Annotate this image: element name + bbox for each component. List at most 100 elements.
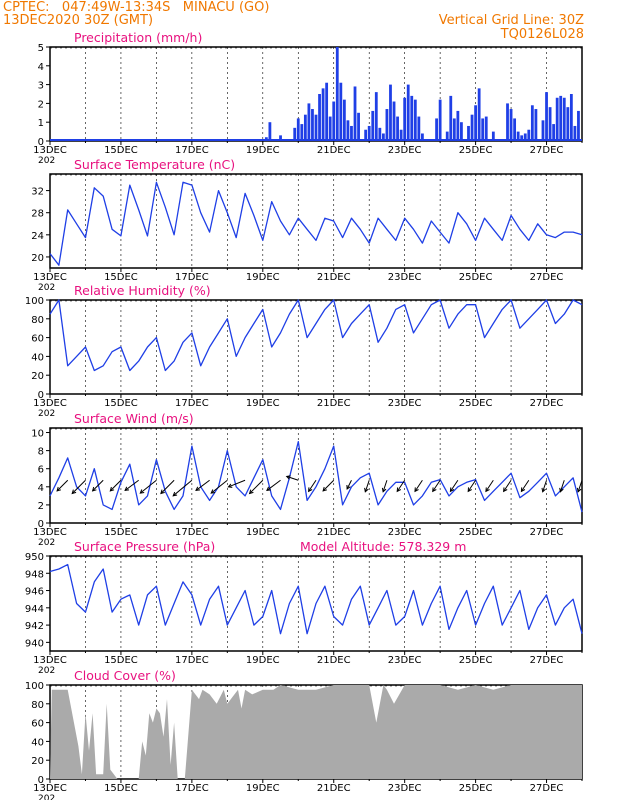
x-tick-label: 27DEC	[530, 655, 564, 666]
precip-bar	[481, 118, 485, 141]
precip-bar	[300, 124, 304, 141]
precip-bar	[438, 99, 442, 141]
y-tick-label: 24	[31, 231, 44, 242]
precip-bar	[339, 82, 343, 141]
precip-bar	[357, 112, 360, 141]
precip-bar	[296, 118, 300, 141]
x-tick-label: 13DEC	[33, 272, 67, 283]
precip-bar	[456, 110, 460, 141]
x-tick-label: 19DEC	[246, 655, 280, 666]
wind-arrow-head	[266, 486, 271, 492]
panel-frame	[49, 427, 583, 524]
panel-title: Relative Humidity (%)	[74, 283, 211, 298]
precip-bar	[470, 114, 474, 141]
wind-arrow-head	[485, 487, 490, 493]
x-tick-label: 19DEC	[246, 145, 280, 156]
precip-bar	[460, 122, 463, 141]
precip-bar	[268, 122, 272, 141]
panel-frame	[49, 173, 583, 269]
wind-arrow	[56, 479, 69, 492]
x-tick-label: 27DEC	[530, 145, 564, 156]
y-tick-label: 940	[25, 638, 44, 649]
x-tick-label: 13DEC	[33, 783, 67, 794]
panel-precip	[46, 46, 583, 145]
wind-arrow	[322, 479, 335, 492]
wind-arrow-head	[109, 486, 115, 492]
x-tick-label: 21DEC	[317, 527, 351, 538]
wind-arrow	[249, 479, 264, 494]
wind-arrow-head	[396, 487, 402, 493]
wind-arrow-head	[248, 489, 254, 495]
x-tick-label: 27DEC	[530, 783, 564, 794]
precip-bar	[318, 94, 321, 141]
wind-arrow-head	[322, 486, 328, 492]
x-tick-label: 23DEC	[388, 527, 422, 538]
wind-arrow-head	[172, 491, 178, 497]
x-year-label: 202	[38, 283, 55, 293]
wind-arrow-head	[467, 487, 472, 493]
precip-bar	[314, 114, 318, 141]
precip-bar	[293, 127, 297, 141]
x-tick-label: 25DEC	[459, 527, 493, 538]
x-tick-label: 21DEC	[317, 145, 351, 156]
wind-arrow-head	[414, 487, 419, 493]
wind-arrow-head	[381, 487, 387, 493]
y-tick-label: 4	[38, 483, 44, 494]
precip-bar	[569, 94, 573, 141]
y-tick-label: 28	[31, 209, 44, 220]
wind-arrow	[382, 480, 388, 493]
precip-bar	[491, 131, 495, 141]
wind-arrow	[308, 479, 317, 492]
y-tick-label: 10	[31, 429, 44, 440]
precip-bar	[321, 88, 325, 141]
wind-arrow	[503, 479, 512, 492]
wind-arrow-head	[520, 487, 526, 493]
precip-bar	[332, 101, 336, 141]
x-tick-label: 19DEC	[246, 527, 280, 538]
panel-title: Surface Temperature (nC)	[74, 157, 235, 172]
wind-arrow-head	[449, 487, 455, 493]
y-tick-label: 942	[25, 621, 44, 632]
precip-bar	[449, 95, 453, 141]
wind-arrow	[210, 479, 228, 494]
wind-arrow	[520, 479, 530, 492]
x-tick-label: 15DEC	[104, 272, 138, 283]
precip-bar	[552, 124, 556, 141]
x-tick-label: 15DEC	[104, 398, 138, 409]
precip-bar	[396, 116, 399, 141]
wind-arrow-head	[432, 487, 437, 493]
wind-arrow	[542, 480, 548, 493]
wind-arrow	[450, 479, 459, 492]
panel-annotation: Model Altitude: 578.329 m	[300, 539, 466, 554]
wind-arrow	[432, 479, 441, 492]
y-tick-label: 60	[31, 719, 44, 730]
panel-frame	[49, 555, 583, 652]
wind-arrow	[124, 479, 139, 491]
wind-arrow-head	[503, 487, 508, 493]
x-tick-label: 23DEC	[388, 783, 422, 794]
precip-bar	[534, 109, 538, 141]
precip-bar	[325, 82, 329, 141]
precip-bar	[410, 95, 414, 141]
precip-bar	[445, 131, 449, 141]
y-tick-label: 5	[38, 43, 44, 54]
y-tick-label: 6	[38, 465, 44, 476]
pres-line	[49, 563, 583, 635]
precip-bar	[385, 109, 389, 141]
y-tick-label: 40	[31, 352, 44, 363]
wind-arrow-head	[541, 487, 546, 493]
wind-arrow	[266, 479, 281, 491]
wind-arrow	[396, 479, 406, 492]
precip-bar	[452, 118, 456, 141]
wind-arrow	[172, 479, 193, 497]
y-tick-label: 100	[25, 681, 44, 692]
x-tick-label: 27DEC	[530, 272, 564, 283]
x-tick-label: 27DEC	[530, 527, 564, 538]
precip-bar	[413, 99, 417, 141]
precip-bar	[346, 120, 350, 141]
wind-arrow	[228, 479, 246, 488]
precip-bar	[520, 135, 524, 141]
y-tick-label: 948	[25, 569, 44, 580]
y-tick-label: 2	[38, 99, 44, 110]
